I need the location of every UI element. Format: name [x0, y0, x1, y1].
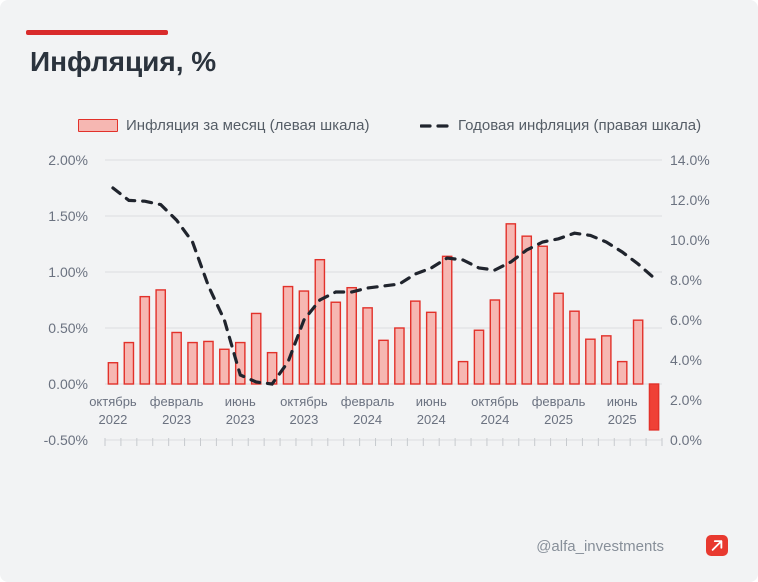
svg-text:1.50%: 1.50% — [48, 208, 88, 224]
svg-text:февраль: февраль — [532, 394, 586, 409]
svg-text:2023: 2023 — [289, 412, 318, 427]
svg-text:-0.50%: -0.50% — [44, 432, 88, 448]
svg-text:2022: 2022 — [98, 412, 127, 427]
svg-text:июнь: июнь — [225, 394, 256, 409]
svg-text:14.0%: 14.0% — [670, 152, 710, 168]
svg-text:февраль: февраль — [341, 394, 395, 409]
svg-text:февраль: февраль — [150, 394, 204, 409]
svg-text:июнь: июнь — [416, 394, 447, 409]
svg-text:8.0%: 8.0% — [670, 272, 702, 288]
svg-text:6.0%: 6.0% — [670, 312, 702, 328]
svg-text:2025: 2025 — [544, 412, 573, 427]
svg-text:2024: 2024 — [417, 412, 446, 427]
svg-text:0.50%: 0.50% — [48, 320, 88, 336]
svg-text:2024: 2024 — [480, 412, 509, 427]
svg-text:октябрь: октябрь — [89, 394, 137, 409]
svg-text:2023: 2023 — [162, 412, 191, 427]
svg-text:10.0%: 10.0% — [670, 232, 710, 248]
svg-text:2025: 2025 — [608, 412, 637, 427]
svg-text:0.00%: 0.00% — [48, 376, 88, 392]
svg-text:июнь: июнь — [607, 394, 638, 409]
svg-text:2.00%: 2.00% — [48, 152, 88, 168]
svg-text:2023: 2023 — [226, 412, 255, 427]
svg-text:12.0%: 12.0% — [670, 192, 710, 208]
svg-text:1.00%: 1.00% — [48, 264, 88, 280]
svg-text:2024: 2024 — [353, 412, 382, 427]
svg-text:октябрь: октябрь — [280, 394, 328, 409]
svg-text:октябрь: октябрь — [471, 394, 519, 409]
svg-text:0.0%: 0.0% — [670, 432, 702, 448]
svg-text:4.0%: 4.0% — [670, 352, 702, 368]
svg-text:2.0%: 2.0% — [670, 392, 702, 408]
